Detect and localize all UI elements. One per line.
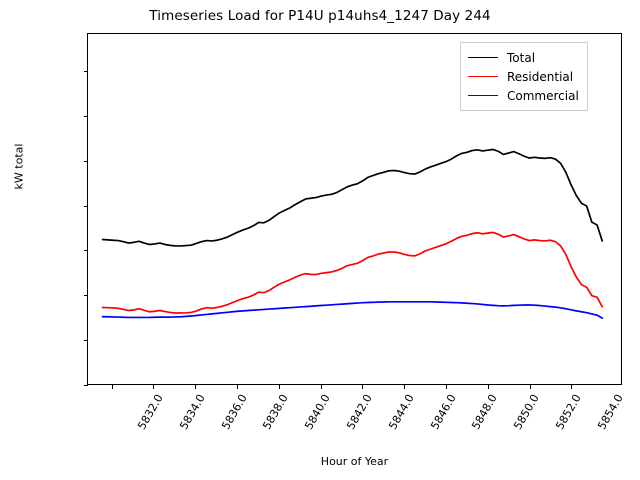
x-tick-label: 5844.0 <box>386 392 417 432</box>
x-tick-label: 5840.0 <box>302 392 334 432</box>
x-tick-label: 5842.0 <box>344 392 375 432</box>
y-axis-label: kW total <box>12 143 26 190</box>
y-tick-mark <box>83 160 88 162</box>
x-tick-mark <box>153 385 155 389</box>
x-tick-label: 5832.0 <box>135 392 166 432</box>
series-line-total <box>101 148 604 247</box>
legend-color-swatch <box>468 57 498 58</box>
x-tick-mark <box>320 385 322 389</box>
x-axis-label: Hour of Year <box>320 455 389 468</box>
x-tick-mark <box>236 385 239 389</box>
x-tick-label: 5838.0 <box>260 392 292 432</box>
series-line-commercial <box>101 300 604 320</box>
y-tick-mark <box>83 116 88 118</box>
y-tick-mark <box>83 250 88 252</box>
x-tick-label: 5854.0 <box>595 392 626 432</box>
y-tick-mark <box>83 71 88 73</box>
legend-item-residential: Residential <box>468 67 579 86</box>
y-tick-mark <box>83 339 88 341</box>
x-tick-mark <box>404 385 406 389</box>
x-tick-label: 5850.0 <box>511 392 543 432</box>
x-tick-mark <box>571 385 573 389</box>
x-tick-label: 5846.0 <box>427 392 459 432</box>
x-tick-mark <box>278 385 280 389</box>
y-tick-mark <box>83 295 88 297</box>
y-tick-mark <box>83 205 88 207</box>
legend-label: Total <box>507 50 536 65</box>
legend-label: Residential <box>507 69 574 84</box>
series-line-residential <box>101 231 604 314</box>
x-tick-mark <box>529 385 531 389</box>
legend-item-commercial: Commercial <box>468 86 579 105</box>
x-tick-mark <box>111 385 113 389</box>
x-tick-mark <box>487 385 489 389</box>
legend-item-total: Total <box>468 48 579 67</box>
x-tick-mark <box>362 385 364 389</box>
legend: Total Residential Commercial <box>460 42 588 111</box>
legend-label: Commercial <box>507 88 579 103</box>
x-tick-mark <box>445 385 448 389</box>
x-tick-mark <box>195 385 197 389</box>
series-lines <box>101 148 604 320</box>
legend-color-swatch <box>468 76 498 77</box>
x-tick-label: 5852.0 <box>553 392 584 432</box>
legend-color-swatch <box>468 95 498 96</box>
x-tick-label: 5836.0 <box>218 392 250 432</box>
x-tick-label: 5848.0 <box>469 392 501 432</box>
y-tick-mark <box>83 384 88 386</box>
chart-title: Timeseries Load for P14U p14uhs4_1247 Da… <box>149 8 491 24</box>
x-tick-label: 5834.0 <box>177 392 208 432</box>
